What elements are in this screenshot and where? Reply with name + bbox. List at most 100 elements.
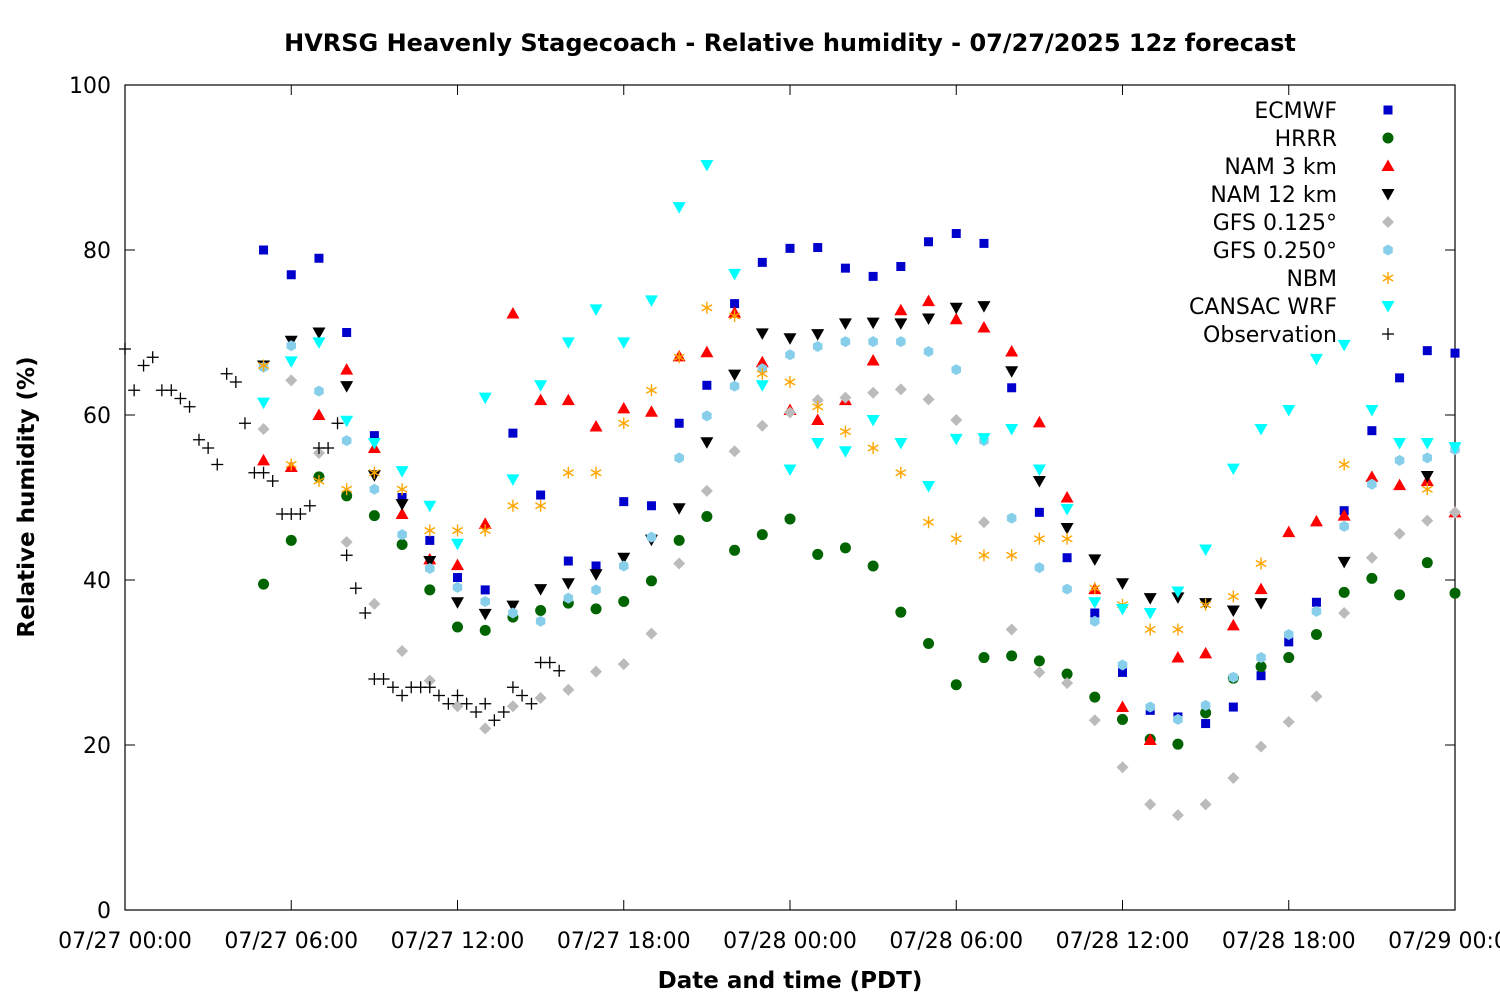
data-point [645, 575, 657, 587]
legend-entry-label: CANSAC WRF [1189, 295, 1337, 320]
data-point [479, 524, 491, 537]
data-point [395, 499, 409, 511]
data-point [701, 301, 713, 314]
legend-entry-marker [1382, 216, 1394, 228]
data-point [922, 393, 935, 406]
data-point [1311, 597, 1321, 607]
data-point [783, 464, 797, 476]
data-point [977, 433, 991, 445]
data-point [220, 367, 233, 380]
x-tick-label: 07/27 06:00 [224, 929, 358, 954]
data-point [673, 351, 685, 364]
data-point [294, 508, 307, 520]
data-point [525, 697, 538, 710]
data-point [1227, 772, 1240, 784]
data-point [1394, 454, 1405, 466]
data-point [1228, 671, 1239, 683]
data-point [340, 536, 353, 549]
y-tick-label: 60 [83, 404, 111, 429]
data-point [894, 318, 908, 330]
data-point [949, 302, 963, 315]
data-point [977, 516, 990, 529]
data-point [396, 644, 409, 657]
data-point [312, 408, 326, 420]
data-point [451, 700, 464, 713]
data-point [1060, 504, 1074, 516]
data-point [452, 581, 463, 593]
data-point [1171, 592, 1185, 604]
data-point [1117, 713, 1128, 725]
data-point [470, 706, 483, 718]
legend-entry-label: Observation [1203, 323, 1337, 348]
data-point [838, 318, 852, 330]
data-point [397, 529, 407, 541]
data-point [1365, 551, 1378, 564]
data-point [839, 391, 852, 404]
data-point [700, 345, 714, 358]
x-tick-label: 07/29 00:00 [1388, 929, 1500, 954]
data-point [349, 582, 362, 595]
data-point [755, 380, 769, 392]
legend-entry-marker [1383, 105, 1393, 115]
data-point [645, 384, 658, 397]
data-point [1337, 509, 1351, 521]
data-point [1449, 506, 1461, 519]
legend-entry-marker [1382, 272, 1394, 284]
data-point [331, 417, 344, 430]
data-point [1006, 549, 1018, 562]
data-point [535, 615, 546, 627]
data-point [286, 270, 296, 280]
data-point [377, 673, 390, 685]
data-point [165, 384, 178, 397]
data-point [285, 458, 297, 471]
data-point [451, 538, 464, 551]
data-point [1421, 483, 1433, 496]
x-tick-label: 07/28 18:00 [1222, 929, 1356, 954]
data-point [1199, 798, 1212, 811]
data-point [1420, 471, 1434, 483]
data-point [1171, 586, 1185, 599]
data-point [1089, 691, 1101, 703]
data-point [460, 697, 473, 710]
data-point [1255, 740, 1268, 753]
data-point [453, 573, 462, 583]
data-point [561, 393, 575, 406]
data-point [340, 363, 354, 375]
data-point [1254, 598, 1268, 610]
data-point [785, 243, 795, 253]
data-point [534, 380, 548, 392]
legend-entry-marker [1381, 159, 1395, 171]
data-point [238, 417, 251, 430]
data-point [561, 578, 575, 590]
data-point [516, 689, 529, 702]
data-point [424, 584, 436, 596]
data-point [1032, 464, 1046, 476]
data-point [1007, 383, 1017, 393]
data-point [259, 245, 269, 255]
data-point [729, 380, 740, 392]
data-point [617, 337, 631, 349]
data-point [1145, 701, 1155, 713]
data-point [673, 557, 686, 570]
data-point [146, 351, 159, 364]
x-axis-label: Date and time (PDT) [658, 968, 923, 994]
data-point [977, 321, 991, 333]
data-point [784, 406, 796, 419]
data-point [922, 480, 936, 493]
data-point [840, 336, 851, 348]
data-point [1227, 590, 1239, 603]
data-point [866, 414, 880, 427]
chart-title: HVRSG Heavenly Stagecoach - Relative hum… [284, 29, 1296, 57]
data-point [1116, 761, 1129, 774]
data-point [506, 600, 520, 613]
data-point [1448, 442, 1462, 454]
data-point [1366, 572, 1378, 584]
data-point [479, 697, 492, 710]
data-point [979, 238, 989, 248]
data-point [1117, 659, 1128, 671]
data-point [1200, 707, 1212, 719]
data-point [1116, 578, 1129, 590]
data-point [1394, 589, 1406, 601]
data-point [1226, 618, 1240, 631]
data-point [257, 397, 271, 410]
